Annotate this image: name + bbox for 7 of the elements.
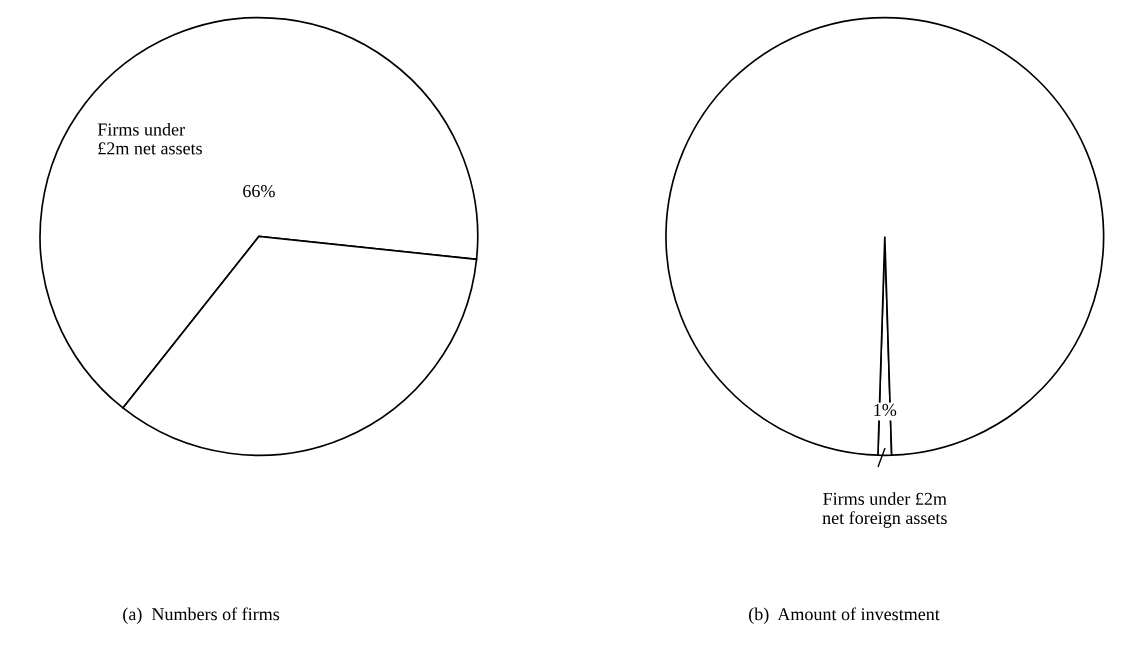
data-label: 1%	[874, 403, 897, 417]
slice-label: Firms under £2m net assets	[97, 122, 202, 155]
text: (a) Numbers of firms	[123, 607, 280, 624]
pie-slice	[665, 16, 1105, 457]
data-label: 66%	[243, 185, 275, 198]
text: (b) Amount of investment	[749, 607, 940, 624]
slice-label: Firms under £2m net foreign assets	[822, 492, 947, 528]
